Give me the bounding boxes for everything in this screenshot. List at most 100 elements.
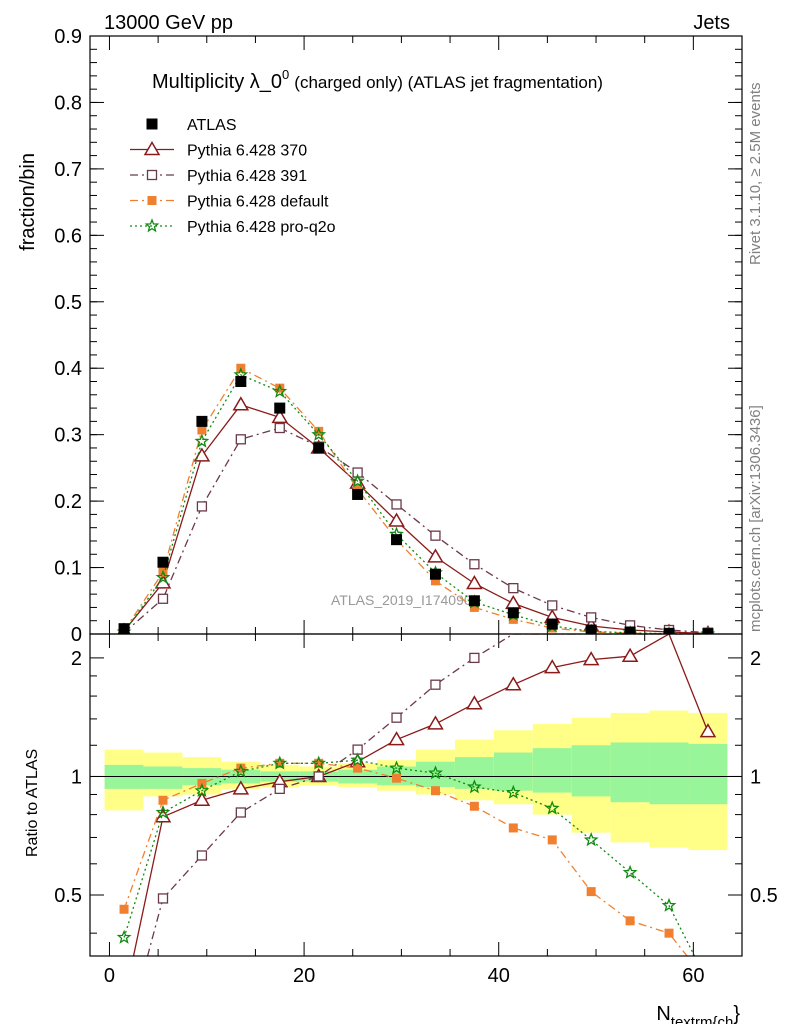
legend-entry: Pythia 6.428 default (130, 194, 329, 211)
legend-label: Pythia 6.428 370 (187, 143, 307, 160)
series-point-main (508, 583, 519, 594)
series-point-ratio (625, 916, 635, 926)
series-point-ratio (117, 993, 131, 1005)
series-point-ratio (157, 893, 169, 904)
y-tick-label: 0.9 (54, 26, 82, 48)
series-point-ratio (704, 978, 712, 986)
band-inner-bin (143, 766, 183, 789)
y-tick-label: 0.8 (54, 92, 82, 114)
series-point-ratio (661, 897, 677, 912)
series-point-main (157, 593, 169, 604)
series-point-ratio (508, 823, 518, 833)
plot-frames (89, 35, 743, 957)
y-tick-label: 0 (71, 624, 82, 646)
ratio-tick-label: 0.5 (54, 885, 82, 907)
ratio-tick-label: 2 (71, 648, 82, 670)
series-line-ratio (132, 634, 709, 956)
series-point-ratio (158, 795, 168, 805)
series-point-ratio (119, 904, 129, 914)
plot-title-main: Multiplicity λ_0 (152, 71, 282, 93)
series-point-main (547, 600, 558, 611)
series-point-ratio (194, 782, 210, 798)
series-point-ratio (469, 652, 480, 664)
data-point (196, 415, 208, 427)
series-line-main (123, 427, 708, 634)
series-point-ratio (505, 676, 522, 691)
ratio-tick-label: 1 (71, 766, 82, 788)
legend: ATLAS Pythia 6.428 370 Pythia 6.428 391 Pyt… (130, 117, 336, 236)
series-point-main (272, 383, 288, 398)
header-right: Jets (693, 12, 730, 34)
series-point-main (155, 569, 171, 584)
data-point (663, 627, 675, 634)
series-point-ratio (272, 755, 288, 770)
series-point-ratio (235, 807, 246, 818)
series-point-ratio (547, 835, 557, 845)
rivet-label: Rivet 3.1.10, ≥ 2.5M events (747, 83, 764, 266)
series-point-main (311, 426, 327, 441)
series-point-main (586, 612, 597, 623)
series-point-ratio (664, 928, 674, 938)
x-axis-label-close: } (733, 1003, 740, 1024)
band-inner-bin (532, 748, 572, 793)
x-tick-label: 0 (104, 965, 115, 987)
data-point (118, 623, 130, 634)
data-point (313, 442, 325, 454)
y-tick-label: 0.5 (54, 292, 82, 314)
series-point-main (466, 575, 483, 590)
series-point-main (197, 425, 207, 435)
series-point-ratio (196, 850, 208, 861)
series-point-ratio (543, 659, 561, 674)
series-point-main (350, 473, 365, 488)
series-point-main (430, 530, 441, 541)
series-point-ratio (389, 760, 404, 775)
x-axis-label-main: N (656, 1003, 670, 1024)
series-point-ratio (350, 752, 365, 767)
series-point-main (232, 396, 250, 411)
series-point-ratio (505, 784, 521, 799)
y-tick-label: 0.3 (54, 425, 82, 447)
series-layer (116, 363, 717, 1005)
series-point-main (274, 422, 285, 434)
legend-marker (146, 118, 158, 130)
legend-label: Pythia 6.428 pro-q2o (187, 219, 336, 236)
analysis-watermark: ATLAS_2019_I1740909 (331, 592, 480, 608)
x-tick-label: 20 (293, 965, 315, 987)
header-left: 13000 GeV pp (104, 12, 233, 34)
band-inner-bin (571, 745, 611, 797)
series-point-main (427, 548, 444, 563)
series-point-main (193, 447, 211, 462)
y-tick-label: 0.1 (54, 558, 82, 580)
legend-entry: Pythia 6.428 391 (130, 168, 307, 185)
legend-entry: Pythia 6.428 pro-q2o (130, 218, 336, 236)
legend-label: ATLAS (187, 117, 237, 134)
legend-marker (146, 169, 158, 181)
series-point-ratio (586, 887, 596, 897)
y-tick-label: 0.7 (54, 159, 82, 181)
series-point-ratio (353, 763, 363, 773)
series-point-main (196, 501, 208, 512)
series-point-main (391, 499, 402, 510)
data-point (546, 618, 558, 630)
band-inner-bin (454, 757, 494, 789)
series-point-ratio (427, 715, 444, 730)
series-point-ratio (544, 800, 560, 815)
series-point-main (469, 559, 480, 570)
series-point-ratio (430, 786, 440, 796)
series-point-ratio (155, 804, 171, 819)
series-point-ratio (313, 771, 324, 782)
data-point (235, 376, 247, 388)
series-point-ratio (232, 780, 250, 795)
x-axis-label: Ntextrm{ch} (656, 1003, 740, 1024)
ratio-axis-ticks: 0.5 0.5 1 1 2 2 (54, 648, 778, 934)
y-tick-label: 0.4 (54, 358, 82, 380)
series-point-ratio (469, 801, 479, 811)
ratio-tick-label-right: 2 (750, 648, 761, 670)
legend-marker (144, 218, 160, 233)
series-point-main (388, 512, 405, 527)
x-axis-label-sub: textrm{ch (671, 1014, 734, 1024)
series-point-ratio (582, 651, 600, 666)
y-tick-label: 0.6 (54, 225, 82, 247)
series-point-ratio (621, 647, 639, 662)
